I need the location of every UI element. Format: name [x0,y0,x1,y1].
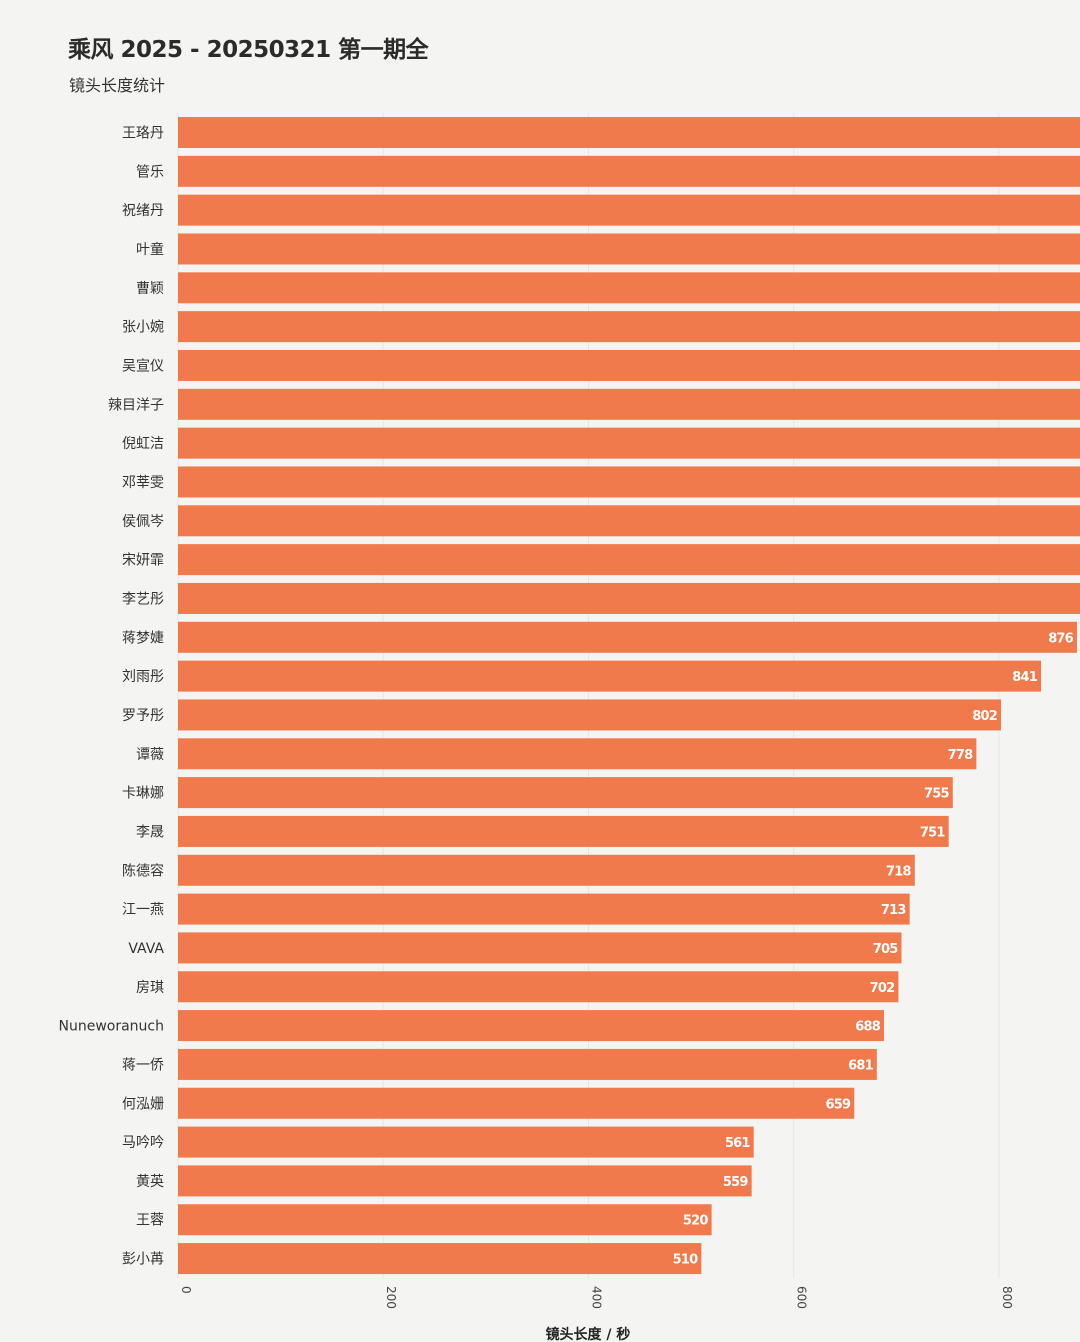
category-label: 管乐 [136,164,164,180]
bar [178,466,1080,498]
bar [178,854,915,886]
bar-value-label: 705 [873,942,898,957]
bar [178,233,1080,265]
category-label: 曹颖 [136,281,164,297]
bar [178,815,949,847]
bar [178,1165,752,1197]
bar-value-label: 718 [886,864,911,879]
category-label: 黄英 [136,1173,164,1190]
bar-value-label: 520 [683,1214,708,1229]
bars: 1559150414391312124112311226122411441124… [178,117,1080,1275]
category-label: 罗予彤 [122,708,164,724]
bar [178,349,1080,381]
category-label: VAVA [128,941,164,957]
category-label: 吴宣仪 [122,358,164,374]
bar [178,1048,877,1080]
bar [178,427,1080,459]
bar [178,1204,712,1236]
category-label: 侯佩岑 [122,514,164,530]
bar-value-label: 755 [924,787,949,802]
bar [178,1126,754,1158]
bar-value-label: 702 [870,981,895,996]
category-label: 蒋一侨 [122,1057,164,1073]
bar-value-label: 802 [972,709,997,724]
bar-value-label: 751 [920,825,945,840]
bar-value-label: 778 [948,748,973,763]
category-label: 卡琳娜 [122,786,164,802]
category-label: 谭薇 [136,747,164,763]
bar [178,738,977,770]
category-label: 李艺彤 [122,591,164,607]
bar-value-label: 713 [881,903,906,918]
bar [178,971,899,1003]
category-label: 蒋梦婕 [122,630,164,646]
category-label: 张小婉 [122,320,164,336]
category-label: 陈德容 [122,862,164,879]
bar [178,699,1002,731]
bar [178,272,1080,304]
bar-value-label: 681 [848,1058,873,1073]
bar [178,660,1042,692]
category-label: 马吟吟 [122,1135,164,1151]
bar [178,388,1080,420]
bar [178,777,953,809]
bar [178,311,1080,343]
bar-value-label: 841 [1012,670,1037,685]
bar [178,544,1080,576]
bar [178,1087,855,1119]
x-tick-label: 400 [589,1286,603,1309]
x-axis-ticks: 0 200 400 600 800 [179,1286,1014,1309]
chart-title: 乘风 2025 - 20250321 第一期全 [68,37,429,63]
x-tick-label: 600 [795,1286,809,1309]
bar [178,194,1080,226]
chart-subtitle: 镜头长度统计 [69,76,166,95]
bar-value-label: 659 [826,1097,851,1112]
category-label: 祝绪丹 [122,203,164,219]
bar-value-label: 876 [1048,631,1073,646]
grid-lines [177,113,1000,1278]
bar [178,117,1080,148]
bar [178,893,910,925]
bar [178,155,1080,187]
category-label: 江一燕 [122,902,164,918]
bar [178,582,1080,614]
category-label: 刘雨彤 [122,669,164,685]
bar-value-label: 510 [673,1253,698,1268]
x-tick-label: 200 [384,1286,398,1309]
x-tick-label: 800 [1000,1286,1014,1309]
category-label: 何泓姗 [122,1096,164,1112]
category-label: 倪虹洁 [122,436,164,452]
category-label: Nuneworanuch [59,1019,165,1035]
bar-value-label: 559 [723,1175,748,1190]
x-axis-title: 镜头长度 / 秒 [546,1326,631,1342]
x-tick-label: 0 [179,1286,193,1294]
bar [178,505,1080,537]
bar [178,621,1077,653]
category-label: 房琪 [136,980,164,996]
category-label: 王蓉 [136,1213,164,1229]
category-label: 邓莘雯 [122,474,164,491]
bar-value-label: 561 [725,1136,750,1151]
category-label: 王珞丹 [122,126,164,142]
bar [178,1243,702,1275]
bar [178,932,902,964]
category-label: 辣目洋子 [108,397,164,413]
category-label: 李晟 [136,824,164,840]
category-label: 叶童 [136,241,164,258]
category-label: 宋妍霏 [122,553,164,569]
bar [178,1010,885,1042]
bar-value-label: 688 [855,1020,880,1035]
category-label: 彭小苒 [122,1252,164,1268]
category-labels: 王珞丹管乐祝绪丹叶童曹颖张小婉吴宣仪辣目洋子倪虹洁邓莘雯侯佩岑宋妍霏李艺彤蒋梦婕… [59,126,165,1268]
